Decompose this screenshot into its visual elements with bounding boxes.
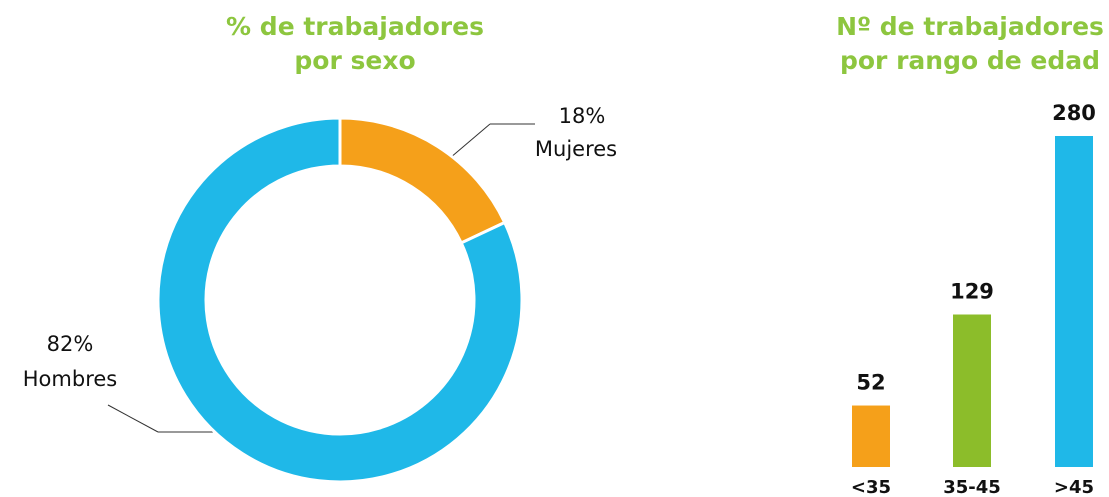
data-label: 280 — [1052, 101, 1096, 125]
chart-title: por rango de edad — [840, 46, 1100, 75]
x-tick-label: <35 — [851, 477, 891, 497]
leader-line — [107, 404, 159, 433]
x-tick-label: 35-45 — [943, 477, 1001, 497]
donut-segment — [338, 116, 507, 245]
chart-title: Nº de trabajadores — [836, 12, 1104, 41]
bar — [852, 405, 890, 467]
data-label: 52 — [856, 371, 885, 395]
data-label: 18% — [559, 104, 606, 128]
donut-segment — [156, 116, 524, 484]
bar — [1055, 136, 1093, 467]
chart-title: por sexo — [294, 46, 415, 75]
chart-title: % de trabajadores — [226, 12, 484, 41]
data-label: 129 — [950, 280, 994, 304]
category-label: Hombres — [23, 367, 117, 391]
data-label: 82% — [47, 332, 94, 356]
x-tick-label: >45 — [1054, 477, 1094, 497]
bar — [953, 314, 991, 467]
category-label: Mujeres — [535, 137, 617, 161]
